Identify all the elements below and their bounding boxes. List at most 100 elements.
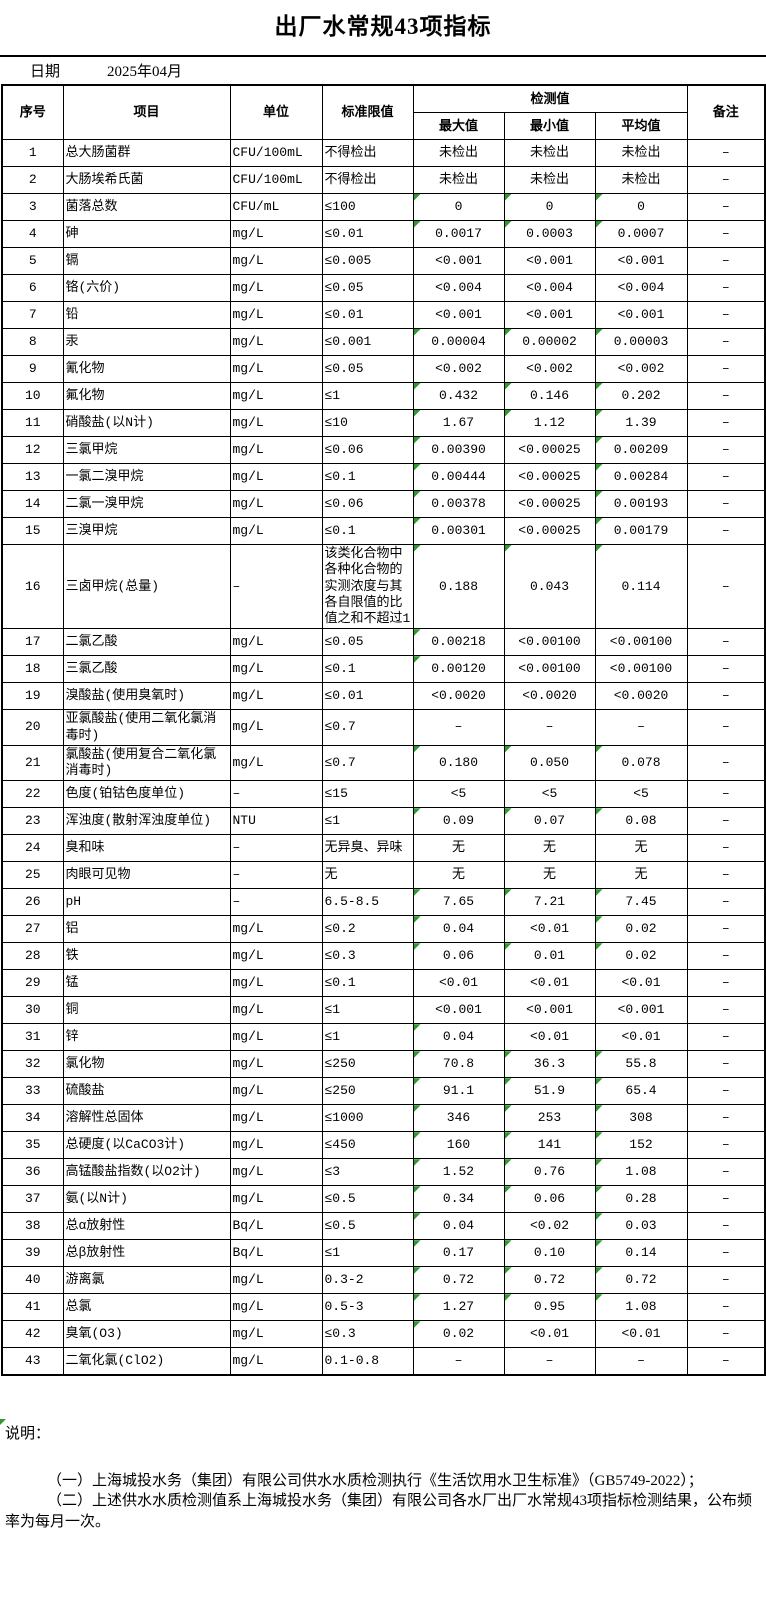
avg-value: 0.72	[594, 1266, 688, 1295]
min-value: <0.002	[503, 355, 596, 383]
min-value: 未检出	[503, 139, 596, 167]
min-value: 0.146	[503, 382, 596, 410]
table-row: 4 砷 mg/L ≤0.01 0.0017 0.0003 0.0007 –	[1, 220, 766, 248]
table-row: 8 汞 mg/L ≤0.001 0.00004 0.00002 0.00003 …	[1, 328, 766, 356]
item-name: 三氯甲烷	[62, 436, 231, 464]
green-corner-marker-icon	[414, 1078, 421, 1086]
standard-limit: ≤0.7	[321, 744, 414, 782]
item-name: 氰化物	[62, 355, 231, 383]
remark: –	[686, 888, 766, 917]
max-value: <0.001	[412, 301, 505, 329]
remark: –	[686, 355, 766, 383]
table-row: 29 锰 mg/L ≤0.1 <0.01 <0.01 <0.01 –	[1, 969, 766, 998]
min-value: <0.00025	[503, 517, 596, 545]
remark: –	[686, 996, 766, 1025]
remark: –	[686, 655, 766, 684]
date-value: 2025年04月	[107, 64, 183, 80]
table-row: 13 一氯二溴甲烷 mg/L ≤0.1 0.00444 <0.00025 0.0…	[1, 463, 766, 491]
row-number: 15	[1, 517, 64, 545]
green-corner-marker-icon	[414, 1213, 421, 1221]
row-number: 25	[1, 861, 64, 890]
table-row: 35 总硬度(以CaCO3计) mg/L ≤450 160 141 152 –	[1, 1131, 766, 1160]
min-value: 0	[503, 193, 596, 221]
item-unit: mg/L	[229, 942, 323, 971]
remark: –	[686, 301, 766, 329]
green-corner-marker-icon	[596, 1132, 603, 1140]
item-name: 游离氯	[62, 1266, 231, 1295]
max-value: <0.001	[412, 996, 505, 1025]
table-row: 12 三氯甲烷 mg/L ≤0.06 0.00390 <0.00025 0.00…	[1, 436, 766, 464]
min-value: 0.00002	[503, 328, 596, 356]
item-name: 硫酸盐	[62, 1077, 231, 1106]
item-name: 臭氧(O3)	[62, 1320, 231, 1349]
avg-value: 0.03	[594, 1212, 688, 1241]
item-unit: mg/L	[229, 463, 323, 491]
green-corner-marker-icon	[596, 1240, 603, 1248]
avg-value: 0.08	[594, 807, 688, 836]
remark: –	[686, 1320, 766, 1349]
standard-limit: ≤0.05	[321, 355, 414, 383]
max-value: <0.01	[412, 969, 505, 998]
item-unit: mg/L	[229, 220, 323, 248]
standard-limit: ≤0.1	[321, 517, 414, 545]
avg-value: <0.01	[594, 1023, 688, 1052]
green-corner-marker-icon	[596, 545, 603, 552]
avg-value: 0.202	[594, 382, 688, 410]
row-number: 31	[1, 1023, 64, 1052]
green-corner-marker-icon	[414, 889, 421, 897]
green-corner-marker-icon	[505, 383, 512, 390]
item-unit: –	[229, 888, 323, 917]
item-name: 镉	[62, 247, 231, 275]
table-row: 22 色度(铂钴色度单位) – ≤15 <5 <5 <5 –	[1, 780, 766, 809]
standard-limit: 6.5-8.5	[321, 888, 414, 917]
green-corner-marker-icon	[505, 221, 512, 228]
remark: –	[686, 1347, 766, 1376]
row-number: 39	[1, 1239, 64, 1268]
table-row: 38 总α放射性 Bq/L ≤0.5 0.04 <0.02 0.03 –	[1, 1212, 766, 1241]
item-name: 总β放射性	[62, 1239, 231, 1268]
max-value: <0.0020	[412, 682, 505, 711]
item-name: 二氯乙酸	[62, 628, 231, 657]
avg-value: –	[594, 1347, 688, 1376]
avg-value: 0.02	[594, 942, 688, 971]
table-row: 17 二氯乙酸 mg/L ≤0.05 0.00218 <0.00100 <0.0…	[1, 628, 766, 657]
row-number: 27	[1, 915, 64, 944]
green-corner-marker-icon	[414, 545, 421, 552]
standard-limit: ≤1	[321, 1239, 414, 1268]
min-value: <0.001	[503, 301, 596, 329]
max-value: 160	[412, 1131, 505, 1160]
avg-value: 未检出	[594, 139, 688, 167]
standard-limit: ≤0.2	[321, 915, 414, 944]
avg-value: 0	[594, 193, 688, 221]
item-unit: –	[229, 834, 323, 863]
item-name: 锌	[62, 1023, 231, 1052]
min-value: 无	[503, 861, 596, 890]
item-unit: mg/L	[229, 655, 323, 684]
standard-limit: ≤0.06	[321, 490, 414, 518]
avg-value: 1.08	[594, 1158, 688, 1187]
min-value: 无	[503, 834, 596, 863]
standard-limit: ≤100	[321, 193, 414, 221]
standard-limit: ≤0.3	[321, 942, 414, 971]
max-value: 0.04	[412, 1212, 505, 1241]
min-value: 7.21	[503, 888, 596, 917]
green-corner-marker-icon	[596, 518, 603, 525]
row-number: 23	[1, 807, 64, 836]
item-unit: mg/L	[229, 1131, 323, 1160]
item-unit: mg/L	[229, 1104, 323, 1133]
item-unit: mg/L	[229, 382, 323, 410]
table-row: 10 氟化物 mg/L ≤1 0.432 0.146 0.202 –	[1, 382, 766, 410]
item-unit: CFU/100mL	[229, 166, 323, 194]
item-unit: mg/L	[229, 1293, 323, 1322]
remark: –	[686, 709, 766, 746]
standard-limit: ≤1	[321, 382, 414, 410]
min-value: 0.72	[503, 1266, 596, 1295]
row-number: 9	[1, 355, 64, 383]
standard-limit: ≤0.001	[321, 328, 414, 356]
avg-value: 0.00284	[594, 463, 688, 491]
max-value: 0.0017	[412, 220, 505, 248]
item-unit: mg/L	[229, 996, 323, 1025]
item-unit: Bq/L	[229, 1239, 323, 1268]
item-unit: mg/L	[229, 1266, 323, 1295]
min-value: 0.10	[503, 1239, 596, 1268]
